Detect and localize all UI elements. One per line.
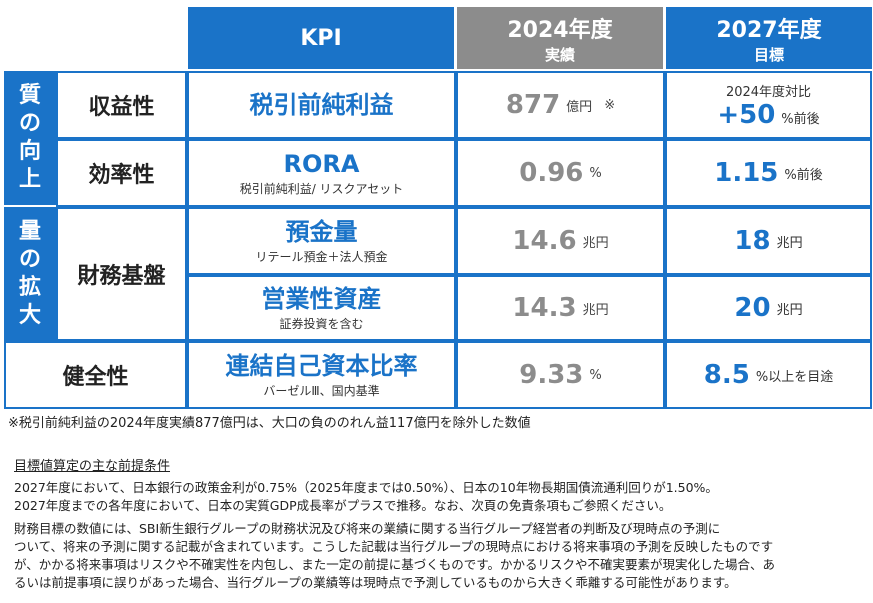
assumptions-line-2: 2027年度までの各年度において、日本の実質GDP成長率がプラスで推移。なお、次… (14, 498, 672, 513)
disclaimer-line-1: 財務目標の数値には、SBI新生銀行グループの財務状況及び将来の業績に関する当行グ… (14, 521, 721, 536)
target-profit-value: +50 (717, 99, 776, 130)
footnote: ※税引前純利益の2024年度実績877億円は、大口の負ののれん益117億円を除外… (8, 416, 531, 431)
actual-profit-value: 877 (505, 90, 561, 120)
actual-rora: 0.96 % (456, 139, 665, 207)
target-rora-value: 1.15 (714, 158, 779, 188)
kpi-rora-name: RORA (283, 149, 360, 178)
category-financial: 財務基盤 (56, 207, 187, 341)
kpi-deposits-sub: リテール預金＋法人預金 (255, 249, 388, 264)
kpi-capital-ratio-name: 連結自己資本比率 (225, 351, 418, 380)
actual-deposits-unit: 兆円 (582, 235, 609, 251)
group-scale-char: 量 (18, 219, 41, 244)
actual-profit-note: ※ (604, 97, 616, 113)
target-deposits-value: 18 (734, 226, 771, 256)
header-target-year: 2027年度 (716, 17, 822, 43)
target-capital-ratio: 8.5 %以上を目途 (665, 341, 872, 409)
actual-rora-unit: % (589, 165, 602, 181)
header-actual: 2024年度 実績 (457, 7, 663, 69)
kpi-capital-ratio-sub: バーゼルⅢ、国内基準 (263, 383, 380, 398)
actual-assets-value: 14.3 (512, 293, 577, 323)
header-kpi: KPI (188, 7, 454, 69)
disclaimer-line-3: が、かかる将来事項はリスクや不確実性を内包し、また一定の前提に基づくものです。か… (14, 557, 776, 572)
category-financial-label: 財務基盤 (77, 264, 166, 289)
kpi-assets-name: 営業性資産 (261, 284, 382, 313)
target-deposits: 18 兆円 (665, 207, 872, 275)
actual-deposits-value: 14.6 (512, 226, 577, 256)
target-capital-ratio-value: 8.5 (703, 360, 750, 390)
group-quality-char: 質 (18, 83, 41, 108)
target-assets-value: 20 (734, 293, 771, 323)
actual-deposits: 14.6 兆円 (456, 207, 665, 275)
group-quality-char: 上 (18, 167, 41, 192)
header-target-sub: 目標 (753, 45, 784, 64)
group-scale-char: 拡 (18, 275, 41, 300)
target-rora-unit: %前後 (784, 167, 823, 183)
actual-rora-value: 0.96 (519, 158, 584, 188)
category-soundness: 健全性 (4, 341, 187, 409)
kpi-profit: 税引前純利益 (187, 71, 456, 139)
category-efficiency: 効率性 (56, 139, 187, 207)
header-target: 2027年度 目標 (666, 7, 872, 69)
kpi-assets: 営業性資産 証券投資を含む (187, 275, 456, 341)
kpi-rora-sub: 税引前純利益/ リスクアセット (239, 181, 404, 196)
target-assets: 20 兆円 (665, 275, 872, 341)
header-actual-sub: 実績 (544, 45, 575, 64)
group-quality-label: 質 の 向 上 (4, 71, 56, 205)
category-efficiency-label: 効率性 (88, 163, 155, 188)
header-kpi-label: KPI (300, 25, 342, 51)
assumptions-title: 目標値算定の主な前提条件 (14, 459, 171, 474)
kpi-capital-ratio: 連結自己資本比率 バーゼルⅢ、国内基準 (187, 341, 456, 409)
group-quality-char: の (18, 111, 41, 136)
group-scale-label: 量 の 拡 大 (4, 207, 56, 341)
actual-assets-unit: 兆円 (582, 302, 609, 318)
kpi-rora: RORA 税引前純利益/ リスクアセット (187, 139, 456, 207)
actual-profit-unit: 億円 (566, 99, 593, 115)
target-profit: 2024年度対比 +50 %前後 (665, 71, 872, 139)
kpi-deposits-name: 預金量 (285, 217, 358, 246)
target-profit-line: +50 %前後 (717, 100, 819, 130)
disclaimer-line-4: るいは前提事項に誤りがあった場合、当行グループの業績等は現時点で予測しているもの… (14, 575, 737, 590)
target-deposits-unit: 兆円 (776, 235, 803, 251)
target-rora: 1.15 %前後 (665, 139, 872, 207)
category-soundness-label: 健全性 (62, 365, 129, 390)
group-scale-char: の (18, 247, 41, 272)
target-capital-ratio-unit: %以上を目途 (755, 369, 834, 385)
actual-capital-ratio-unit: % (589, 367, 602, 383)
group-quality-char: 向 (18, 139, 41, 164)
actual-capital-ratio-value: 9.33 (519, 360, 584, 390)
header-actual-year: 2024年度 (507, 17, 613, 43)
category-profit-label: 収益性 (88, 95, 155, 120)
assumptions-line-1: 2027年度において、日本銀行の政策金利が0.75%（2025年度までは0.50… (14, 480, 718, 495)
group-scale-char: 大 (18, 303, 41, 328)
actual-profit: 877 億円 ※ (456, 71, 665, 139)
kpi-profit-name: 税引前純利益 (249, 91, 394, 119)
category-profit: 収益性 (56, 71, 187, 139)
target-assets-unit: 兆円 (776, 302, 803, 318)
target-profit-unit: %前後 (781, 111, 820, 127)
actual-capital-ratio: 9.33 % (456, 341, 665, 409)
disclaimer-line-2: ついて、将来の予測に関する記載が含まれています。こうした記載は当行グループの現時… (14, 539, 774, 554)
kpi-deposits: 預金量 リテール預金＋法人預金 (187, 207, 456, 275)
actual-assets: 14.3 兆円 (456, 275, 665, 341)
target-profit-prefix: 2024年度対比 (725, 84, 812, 100)
kpi-assets-sub: 証券投資を含む (279, 316, 364, 331)
